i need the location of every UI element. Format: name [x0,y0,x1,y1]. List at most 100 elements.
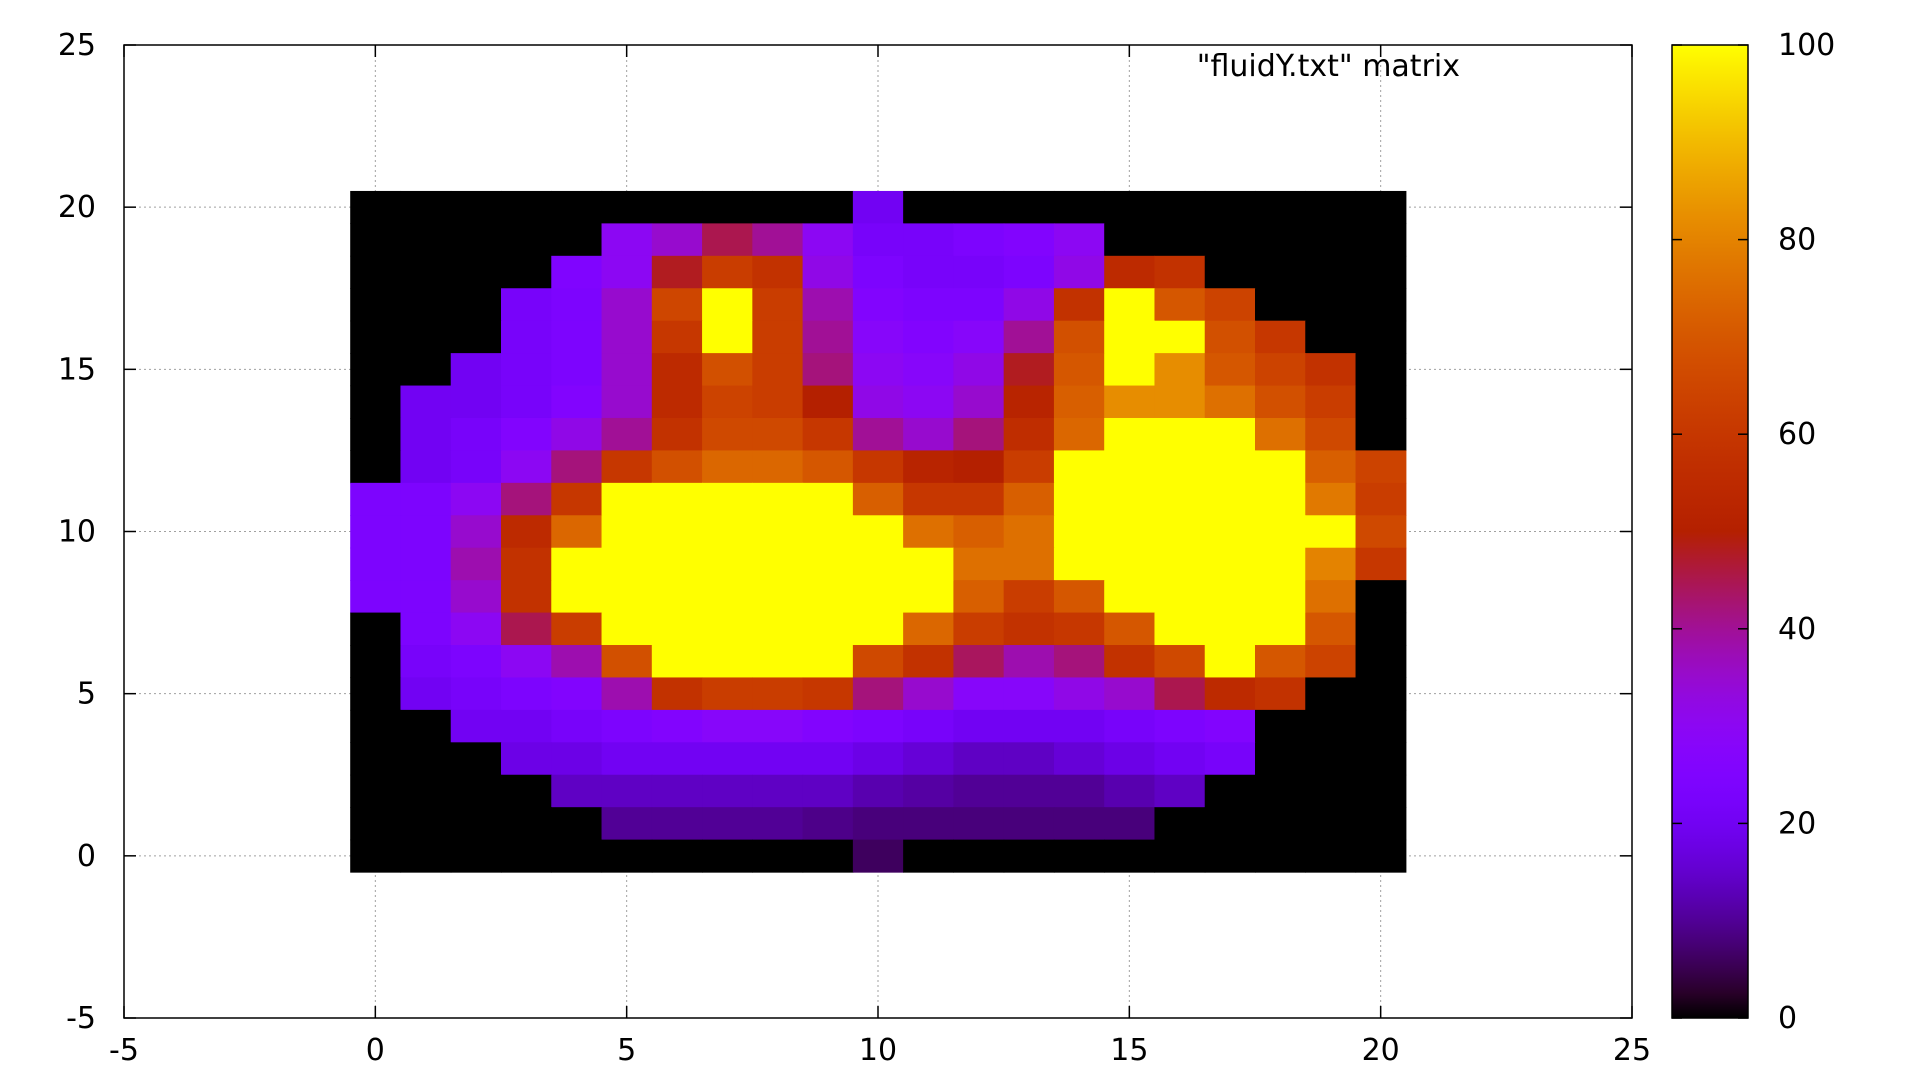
heatmap-cell [1355,807,1407,841]
heatmap-cell [501,353,552,387]
heatmap-cell [903,807,954,841]
heatmap-cell [1003,515,1055,549]
heatmap-cell [350,580,402,614]
heatmap-cell [852,645,904,679]
heatmap-cell [350,190,402,224]
heatmap-cell [752,450,804,484]
heatmap-cell [903,450,954,484]
heatmap-cell [601,774,653,808]
heatmap-cell [1003,742,1055,776]
heatmap-cell [501,839,552,873]
heatmap-cell [953,839,1005,873]
heatmap-cell [400,742,452,776]
heatmap-cell [551,612,603,646]
heatmap-cell [601,353,653,387]
heatmap-cell [852,677,904,711]
heatmap-cell [1003,288,1055,322]
heatmap-cell [852,612,904,646]
heatmap-cells [350,190,1407,873]
heatmap-cell [651,547,703,581]
heatmap-cell [400,190,452,224]
heatmap-cell [1355,450,1407,484]
heatmap-cell [450,255,502,289]
heatmap-cell [551,807,603,841]
heatmap-cell [1104,547,1156,581]
heatmap-cell [400,320,452,354]
y-tick-label: 20 [58,190,96,225]
heatmap-cell [501,774,552,808]
heatmap-cell [1003,580,1055,614]
heatmap-cell [601,515,653,549]
heatmap-cell [651,709,703,743]
heatmap-cell [1255,223,1306,257]
heatmap-cell [802,417,854,452]
heatmap-cell [852,580,904,614]
heatmap-cell [651,677,703,711]
heatmap-cell [1204,385,1256,419]
heatmap-cell [1255,190,1306,224]
y-tick-label: 0 [77,839,96,874]
heatmap-cell [501,645,552,679]
heatmap-cell [752,580,804,614]
heatmap-cell [551,255,603,289]
heatmap-cell [1305,288,1357,322]
heatmap-cell [953,417,1005,452]
heatmap-cell [852,353,904,387]
heatmap-cell [1154,612,1206,646]
heatmap-cell [903,190,954,224]
heatmap-cell [852,190,904,224]
heatmap-cell [551,709,603,743]
heatmap-cell [953,320,1005,354]
heatmap-cell [852,709,904,743]
heatmap-cell [702,450,753,484]
heatmap-cell [1255,547,1306,581]
heatmap-cell [1104,645,1156,679]
heatmap-cell [1355,677,1407,711]
heatmap-cell [1053,320,1105,354]
heatmap-cell [702,482,753,516]
heatmap-cell [350,645,402,679]
heatmap-cell [752,515,804,549]
heatmap-cell [953,385,1005,419]
heatmap-cell [1305,320,1357,354]
heatmap-cell [400,547,452,581]
heatmap-cell [1104,580,1156,614]
heatmap-cell [450,385,502,419]
heatmap-cell [752,385,804,419]
heatmap-cell [1355,612,1407,646]
heatmap-cell [350,450,402,484]
heatmap-cell [350,677,402,711]
heatmap-cell [450,547,502,581]
heatmap-cell [1154,677,1206,711]
heatmap-cell [1355,515,1407,549]
heatmap-cell [1003,839,1055,873]
heatmap-cell [400,223,452,257]
heatmap-cell [852,320,904,354]
heatmap-cell [953,774,1005,808]
heatmap-cell [501,482,552,516]
heatmap-cell [702,612,753,646]
heatmap-cell [551,580,603,614]
heatmap-cell [651,612,703,646]
heatmap-cell [953,709,1005,743]
heatmap-cell [350,612,402,646]
heatmap-cell [802,839,854,873]
heatmap-cell [601,482,653,516]
heatmap-cell [350,320,402,354]
heatmap-cell [802,742,854,776]
heatmap-cell [551,320,603,354]
heatmap-cell [601,450,653,484]
heatmap-cell [1154,774,1206,808]
heatmap-cell [702,774,753,808]
heatmap-cell [802,677,854,711]
heatmap-cell [1355,385,1407,419]
colorbar [1671,44,1749,1019]
heatmap-cell [551,547,603,581]
heatmap-cell [802,385,854,419]
heatmap-cell [802,709,854,743]
heatmap-cell [1355,839,1407,873]
heatmap-cell [903,774,954,808]
heatmap-cell [1104,482,1156,516]
heatmap-cell [450,190,502,224]
heatmap-cell [1104,839,1156,873]
